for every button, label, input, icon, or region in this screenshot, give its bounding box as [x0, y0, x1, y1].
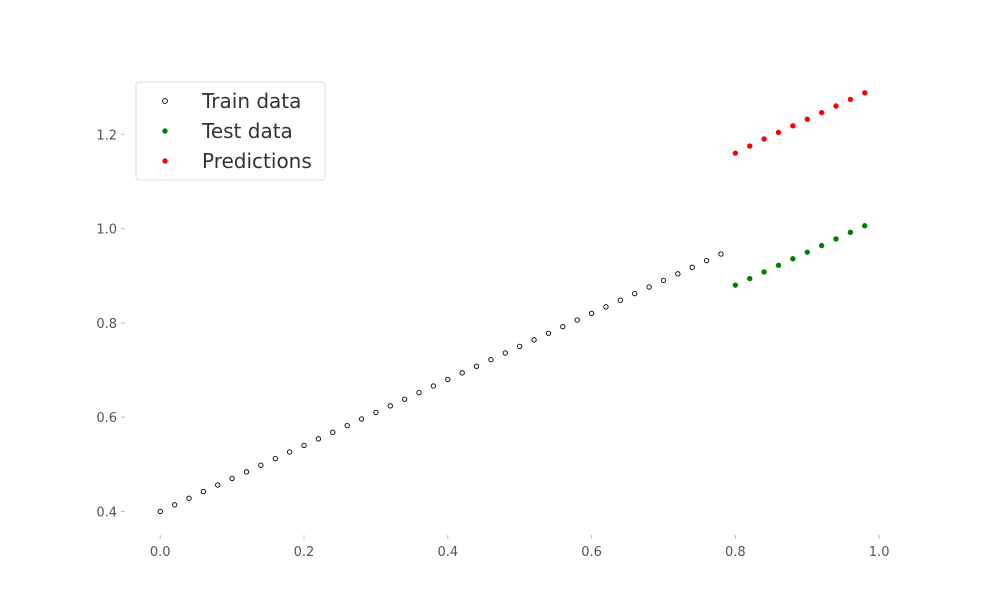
test-data-point [847, 229, 854, 236]
predictions-point [862, 90, 868, 96]
train-data-point [632, 290, 638, 297]
train-data-point [718, 251, 724, 257]
train-data-point [344, 422, 350, 429]
test-data-point [775, 262, 782, 269]
train-data-point [229, 475, 235, 482]
legend-marker-train-data [162, 98, 168, 104]
train-data-point [660, 277, 667, 284]
train-data-point [560, 323, 566, 330]
predictions-point [833, 103, 839, 109]
legend-marker-predictions [162, 158, 168, 164]
train-data-point [502, 350, 508, 356]
predictions-point [775, 129, 782, 136]
train-data-point [315, 436, 322, 442]
train-data-point [588, 310, 595, 317]
predictions-point [747, 143, 753, 149]
test-data-point [862, 223, 868, 229]
test-data-point [747, 275, 753, 282]
x-tick-label: 0.2 [294, 545, 315, 560]
train-data-point [473, 363, 480, 369]
train-data-point [215, 482, 221, 488]
train-data-point [402, 396, 408, 402]
train-data-point [488, 356, 494, 363]
train-data-point [430, 383, 437, 389]
test-data-point [804, 249, 810, 255]
legend-box [135, 81, 326, 181]
test-data-point [833, 236, 839, 242]
y-tick-label: 0.8 [96, 317, 117, 332]
x-tick-label: 1.0 [869, 545, 890, 560]
train-data-point [445, 376, 451, 383]
x-tick-label: 0.8 [725, 545, 746, 560]
train-data-point [703, 257, 710, 264]
y-tick-label: 0.4 [96, 505, 117, 520]
train-data-point [171, 502, 178, 508]
train-data-point [258, 462, 264, 468]
x-axis-ticks: 0.0 0.2 0.4 0.6 0.8 1.0 [150, 535, 890, 560]
train-data-point [387, 403, 393, 409]
predictions-point [804, 116, 810, 122]
data-points [157, 90, 868, 515]
train-data-point [186, 495, 192, 501]
x-tick-label: 0.6 [581, 545, 602, 560]
train-data-point [603, 304, 609, 310]
legend-label-test-data: Test data [201, 119, 293, 143]
y-axis-ticks: 0.4 0.6 0.8 1.0 1.2 [96, 128, 125, 520]
train-data-point [358, 416, 365, 422]
legend: Train data Test data Predictions [135, 81, 326, 181]
train-data-point [301, 442, 307, 449]
y-tick-label: 1.2 [96, 128, 117, 143]
y-tick-label: 1.0 [96, 223, 117, 238]
predictions-point [732, 150, 739, 156]
train-data-point [617, 297, 623, 303]
train-data-point [416, 389, 422, 396]
train-data-point [459, 370, 465, 376]
train-data-point [689, 264, 695, 270]
train-data-point [286, 449, 293, 455]
x-tick-label: 0.4 [437, 545, 458, 560]
train-data-point [517, 343, 523, 350]
y-tick-label: 0.6 [96, 411, 117, 426]
train-data-point [545, 330, 552, 336]
test-data-point [761, 269, 767, 275]
train-data-point [243, 469, 250, 475]
train-data-point [200, 488, 207, 495]
train-data-point [531, 337, 537, 343]
predictions-point [847, 96, 854, 103]
train-data-point [574, 317, 580, 323]
train-data-point [157, 508, 163, 515]
predictions-point [790, 123, 796, 129]
train-data-point [272, 455, 278, 462]
test-data-point [790, 256, 796, 262]
legend-marker-test-data [162, 128, 168, 134]
train-data-point [675, 271, 681, 277]
train-data-point [646, 284, 652, 290]
predictions-point [818, 109, 825, 116]
train-data-point [373, 409, 379, 416]
legend-label-train-data: Train data [201, 89, 301, 113]
predictions-point [761, 136, 767, 142]
test-data-point [818, 242, 825, 249]
train-data-point [330, 429, 336, 435]
test-data-point [732, 282, 739, 288]
x-tick-label: 0.0 [150, 545, 171, 560]
legend-label-predictions: Predictions [202, 149, 312, 173]
